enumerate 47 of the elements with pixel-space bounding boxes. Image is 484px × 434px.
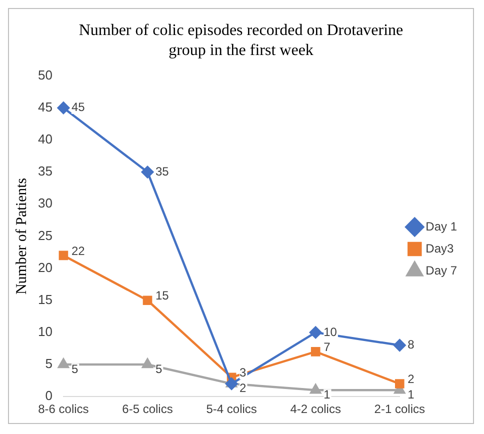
- point: [58, 358, 69, 368]
- data-label: 5: [71, 362, 78, 376]
- data-label: 2: [408, 372, 415, 386]
- point: [142, 358, 153, 368]
- x-tick-label: 5-4 colics: [206, 402, 257, 416]
- point: [57, 102, 70, 114]
- point: [142, 296, 152, 306]
- point: [58, 250, 68, 260]
- point: [225, 378, 238, 390]
- data-label: 10: [324, 324, 338, 339]
- legend-label: Day3: [426, 241, 454, 256]
- data-label: 5: [156, 362, 163, 376]
- data-label: 35: [156, 164, 170, 178]
- data-label: 8: [408, 338, 415, 352]
- x-tick-label: 2-1 colics: [374, 402, 425, 416]
- y-axis-title: Number of Patients: [14, 178, 30, 295]
- y-tick-label: 40: [38, 132, 52, 147]
- point: [394, 379, 404, 388]
- data-label: 3: [240, 366, 247, 380]
- chart-title: Number of colic episodes recorded on Drotaverine group in the first week: [78, 21, 404, 61]
- point: [394, 339, 406, 352]
- y-tick-label: 10: [38, 324, 52, 340]
- point: [309, 326, 322, 339]
- point: [310, 347, 320, 356]
- y-tick-label: 5: [45, 356, 52, 372]
- y-tick-label: 25: [38, 228, 52, 243]
- y-tick-label: 45: [38, 99, 52, 114]
- data-label: 15: [156, 288, 170, 303]
- y-tick-label: 15: [38, 292, 52, 307]
- x-tick-label: 4-2 colics: [290, 402, 341, 416]
- data-label: 1: [324, 387, 331, 402]
- data-label: 7: [324, 340, 331, 354]
- legend-label: Day 7: [426, 263, 458, 278]
- y-tick-label: 30: [38, 196, 52, 211]
- y-tick-label: 20: [38, 260, 52, 275]
- point: [141, 166, 154, 178]
- y-tick-label: 35: [38, 164, 52, 179]
- data-label: 22: [71, 244, 86, 258]
- x-tick-label: 8-6 colics: [38, 402, 89, 416]
- data-label: 45: [71, 100, 86, 114]
- y-tick-label: 0: [45, 388, 52, 404]
- data-label: 2: [240, 381, 247, 396]
- point: [310, 384, 322, 394]
- x-tick-label: 6-5 colics: [122, 402, 173, 416]
- data-label: 1: [408, 387, 415, 402]
- legend-label: Day 1: [426, 219, 458, 234]
- y-tick-label: 50: [38, 67, 52, 82]
